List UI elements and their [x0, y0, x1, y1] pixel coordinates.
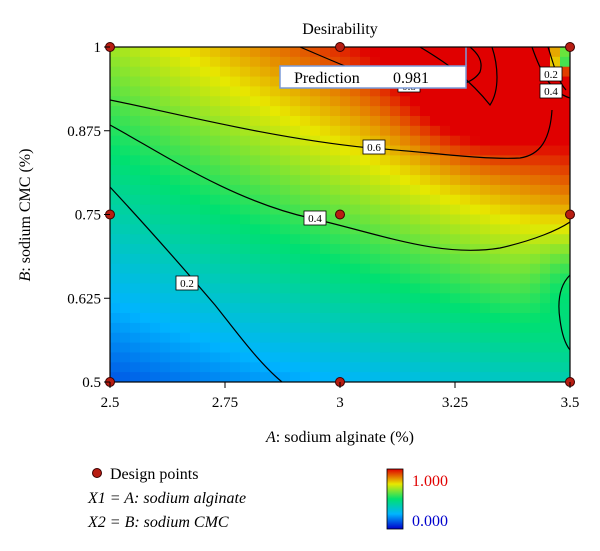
- contour-label: 0.6: [362, 139, 386, 155]
- contour-label: 0.2: [539, 66, 563, 82]
- legend-design-points: Design points: [110, 466, 198, 483]
- design-point: [335, 209, 345, 220]
- y-tick-label: 0.875: [67, 124, 101, 140]
- contour-label: 0.2: [175, 275, 199, 291]
- x-tick-label: 3.5: [561, 395, 580, 411]
- x-axis-label: A: sodium alginate (%): [265, 429, 414, 446]
- prediction-box: [279, 65, 467, 89]
- color-scale: 1.000 0.000: [386, 468, 448, 530]
- legend: Design points X1 = A: sodium alginate X2…: [87, 466, 246, 531]
- svg-text:0.2: 0.2: [544, 69, 558, 81]
- legend-x1: X1 = A: sodium alginate: [87, 490, 246, 507]
- legend-x2: X2 = B: sodium CMC: [87, 514, 229, 531]
- contour-line-0.4-right-lower: [558, 274, 570, 351]
- color-scale-bar: [386, 468, 404, 530]
- design-point: [335, 42, 345, 52]
- design-point: [565, 42, 575, 52]
- x-tick-label: 2.5: [101, 395, 120, 411]
- color-scale-max: 1.000: [412, 473, 448, 490]
- x-tick-label: 2.75: [212, 395, 238, 411]
- contour-line-0.2-left: [110, 186, 283, 382]
- color-scale-min: 0.000: [412, 513, 448, 530]
- prediction-value: 0.981: [393, 70, 429, 87]
- svg-text:0.4: 0.4: [544, 86, 558, 98]
- chart-title: Desirability: [302, 21, 378, 38]
- contour-line-0.4: [110, 124, 570, 251]
- contour-label: 0.4: [303, 210, 327, 226]
- y-tick-label: 0.625: [67, 291, 101, 307]
- svg-text:0.2: 0.2: [180, 278, 194, 290]
- contour-label: 0.4: [539, 83, 563, 99]
- y-tick-label: 0.5: [82, 375, 101, 391]
- svg-text:0.4: 0.4: [308, 213, 322, 225]
- x-tick-label: 3: [336, 395, 344, 411]
- x-axis-ticks: 2.5 2.75 3 3.25 3.5: [101, 382, 580, 411]
- svg-text:0.6: 0.6: [367, 142, 381, 154]
- y-axis-label: B: sodium CMC (%): [17, 149, 34, 282]
- contour-line-0.6: [110, 99, 553, 159]
- design-point: [565, 209, 575, 220]
- y-tick-label: 0.75: [75, 208, 101, 224]
- prediction-flag: Prediction 0.981: [279, 47, 467, 89]
- y-tick-label: 1: [94, 40, 102, 56]
- prediction-label: Prediction: [294, 70, 360, 87]
- x-tick-label: 3.25: [442, 395, 468, 411]
- heatmap-surface: [110, 47, 570, 382]
- design-point-legend-marker: [92, 468, 102, 478]
- y-axis-ticks: 0.5 0.625 0.75 0.875 1: [67, 40, 110, 391]
- contour-line-0.8-inner: [419, 47, 498, 107]
